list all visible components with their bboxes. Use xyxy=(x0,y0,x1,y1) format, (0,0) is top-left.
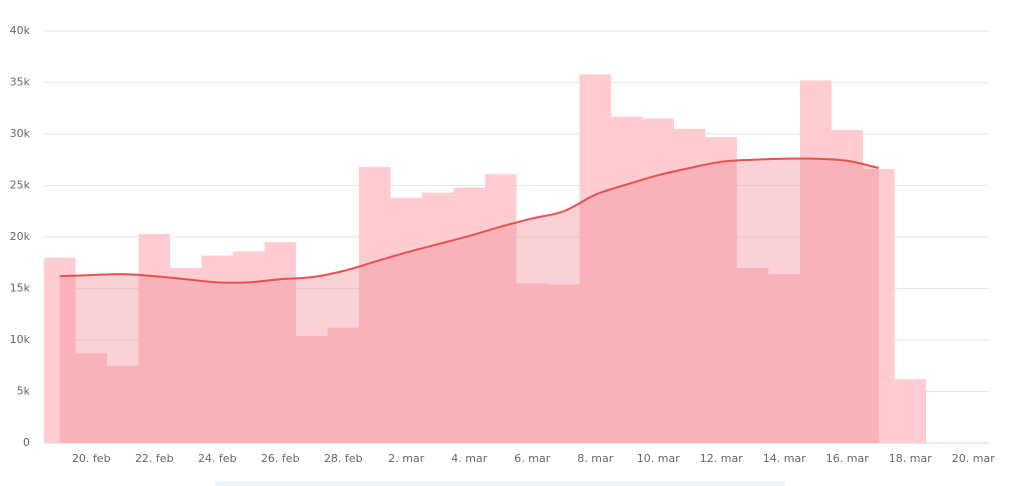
y-tick-label: 5k xyxy=(17,385,31,398)
x-tick-label: 24. feb xyxy=(198,452,237,465)
bar xyxy=(327,327,359,443)
bar xyxy=(359,166,391,443)
bar xyxy=(390,197,422,443)
y-tick-label: 0 xyxy=(23,436,30,449)
x-tick-label: 4. mar xyxy=(451,452,487,465)
bar xyxy=(579,74,611,443)
x-tick-label: 12. mar xyxy=(700,452,743,465)
bar xyxy=(422,192,454,443)
bar xyxy=(264,242,296,443)
x-tick-label: 22. feb xyxy=(135,452,174,465)
bar xyxy=(296,335,328,443)
bar xyxy=(170,267,202,443)
x-tick-label: 8. mar xyxy=(577,452,613,465)
bar xyxy=(800,80,832,443)
y-tick-label: 30k xyxy=(10,127,31,140)
trend-area xyxy=(59,158,879,443)
bar xyxy=(831,129,863,443)
x-tick-label: 18. mar xyxy=(889,452,932,465)
y-tick-label: 10k xyxy=(10,333,31,346)
bar xyxy=(611,116,643,444)
bar xyxy=(894,379,926,443)
bar xyxy=(863,169,895,443)
y-tick-label: 35k xyxy=(10,76,31,89)
x-tick-label: 20. mar xyxy=(952,452,995,465)
bar xyxy=(737,267,769,443)
bar xyxy=(44,257,76,443)
bar xyxy=(548,284,580,443)
x-tick-label: 16. mar xyxy=(826,452,869,465)
y-tick-label: 20k xyxy=(10,230,31,243)
bar xyxy=(516,283,548,443)
scrollbar[interactable] xyxy=(215,481,785,486)
x-tick-label: 28. feb xyxy=(324,452,363,465)
trend-line xyxy=(59,157,879,284)
bar xyxy=(138,233,170,443)
bar xyxy=(201,255,233,443)
bar xyxy=(107,365,139,443)
bar xyxy=(485,174,517,444)
x-tick-label: 6. mar xyxy=(514,452,550,465)
bar xyxy=(768,274,800,443)
x-tick-label: 20. feb xyxy=(72,452,111,465)
x-tick-label: 26. feb xyxy=(261,452,300,465)
x-tick-label: 10. mar xyxy=(637,452,680,465)
bar xyxy=(674,128,706,443)
bar xyxy=(453,187,485,443)
y-tick-label: 15k xyxy=(10,282,31,295)
x-tick-label: 14. mar xyxy=(763,452,806,465)
bar xyxy=(705,137,737,443)
y-tick-label: 25k xyxy=(10,179,31,192)
x-tick-label: 2. mar xyxy=(388,452,424,465)
y-tick-label: 40k xyxy=(10,24,31,37)
bar xyxy=(75,353,107,443)
